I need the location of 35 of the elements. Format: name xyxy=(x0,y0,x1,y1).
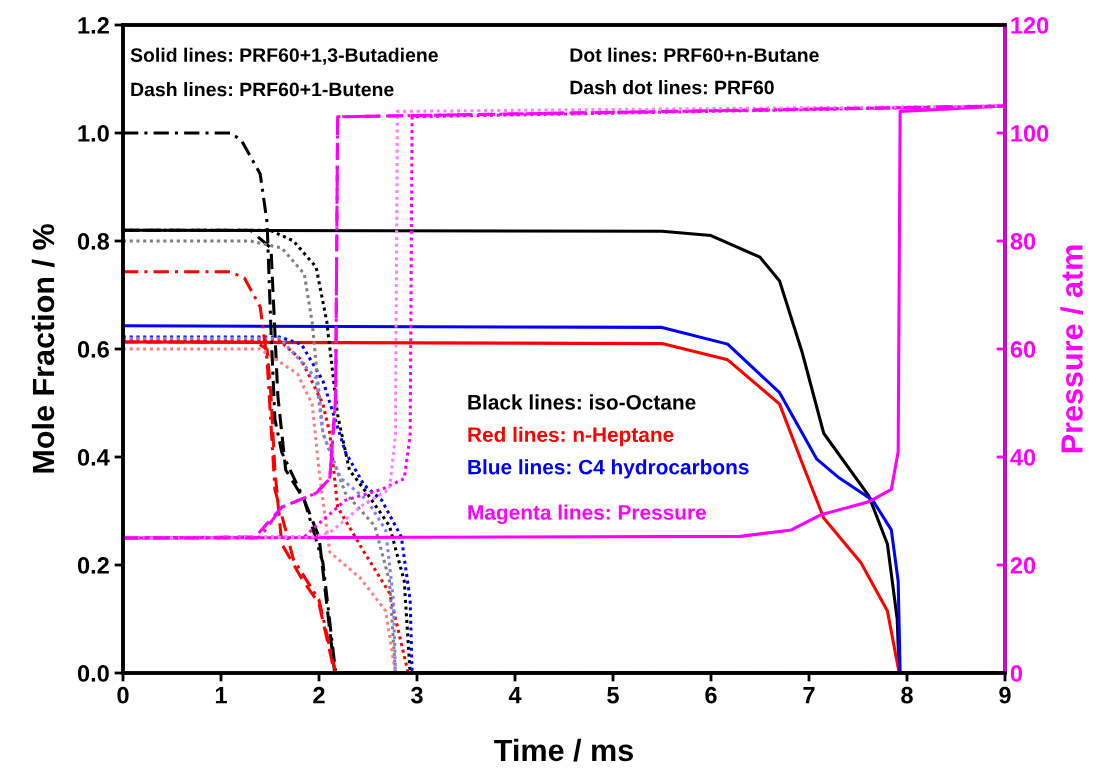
annotation: Red lines: n-Heptane xyxy=(468,426,674,447)
x-tick-label: 1 xyxy=(215,687,227,704)
y2-tick-label: 100 xyxy=(1011,125,1049,142)
y-tick-label: 1.0 xyxy=(78,125,109,142)
y-tick-label: 0.0 xyxy=(77,665,109,682)
annotation: Blue lines: C4 hydrocarbons xyxy=(468,459,749,479)
y2-tick-label: 40 xyxy=(1010,449,1036,466)
x-axis-title: Time / ms xyxy=(494,738,633,762)
y2-tick-label: 80 xyxy=(1010,233,1036,250)
y-axis-title: Mole Fraction / % xyxy=(31,224,55,473)
annotation: Dash lines: PRF60+1-Butene xyxy=(131,82,394,97)
annotation: Solid lines: PRF60+1,3-Butadiene xyxy=(130,47,438,65)
y2-axis-title: Pressure / atm xyxy=(1060,245,1084,453)
y-tick-label: 0.2 xyxy=(77,557,109,574)
x-tick-label: 8 xyxy=(901,686,913,704)
y-tick-label: 0.4 xyxy=(77,449,110,466)
y-tick-label: 1.2 xyxy=(78,17,109,34)
x-tick-label: 9 xyxy=(999,686,1011,704)
x-tick-label: 7 xyxy=(803,687,815,704)
x-tick-label: 3 xyxy=(410,686,423,704)
annotation: Dash dot lines: PRF60 xyxy=(570,80,774,95)
x-tick-label: 4 xyxy=(508,687,522,704)
y-tick-label: 0.6 xyxy=(77,341,109,358)
annotation: Dot lines: PRF60+n-Butane xyxy=(570,47,819,62)
y2-tick-label: 0 xyxy=(1010,665,1023,682)
y2-tick-label: 120 xyxy=(1011,17,1049,34)
x-tick-label: 6 xyxy=(705,686,717,704)
annotation: Black lines: iso-Octane xyxy=(468,394,696,410)
y2-tick-label: 60 xyxy=(1010,341,1036,358)
x-tick-label: 5 xyxy=(607,687,619,704)
annotation: Magenta lines: Pressure xyxy=(468,504,706,525)
y-tick-label: 0.8 xyxy=(77,233,110,250)
y2-tick-label: 20 xyxy=(1010,557,1036,574)
x-tick-label: 2 xyxy=(313,686,325,704)
x-tick-label: 0 xyxy=(117,686,129,704)
